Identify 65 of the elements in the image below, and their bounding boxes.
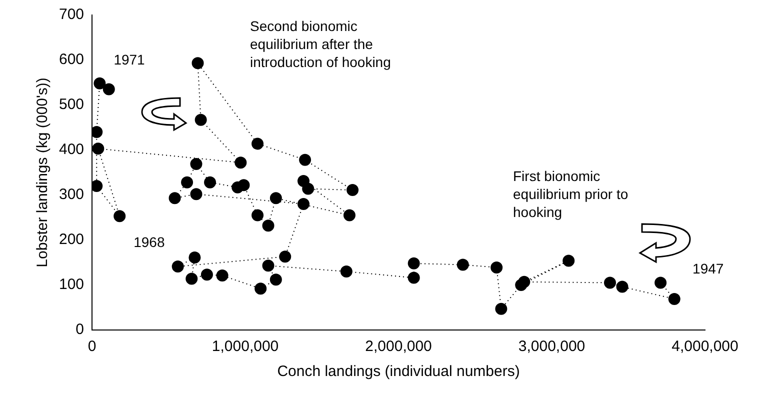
y-tick-label: 600 [58,51,84,68]
point [172,260,184,273]
point [168,192,181,204]
point [616,280,628,293]
point [408,257,420,270]
point [262,220,274,232]
point [604,276,616,289]
annotation: Second bionomic equilibrium after the introduction of hooking [250,18,391,70]
point [238,179,250,192]
point [343,209,356,222]
point [186,272,198,285]
point [234,156,247,169]
point [188,252,201,264]
x-tick-label: 2,000,000 [365,338,432,356]
x-tick-label: 1,000,000 [212,338,279,356]
x-tick-label: 4,000,000 [672,338,738,356]
point [200,268,213,281]
annotation: 1968 [134,234,165,250]
point [279,250,292,263]
point [192,57,204,70]
point [94,77,106,90]
y-tick-label: 700 [58,6,84,24]
point [190,158,202,170]
point [92,180,103,192]
y-tick-label: 500 [58,96,84,114]
y-tick-label: 400 [58,141,84,158]
y-tick-label: 200 [58,231,84,248]
point [302,182,314,195]
annotation: 1947 [692,260,724,277]
point [254,282,267,295]
point [252,209,264,222]
point [270,274,282,286]
point [252,138,264,150]
point [181,176,194,188]
point [194,114,207,126]
point [340,266,352,278]
point [408,272,420,284]
point [668,292,680,305]
point [204,176,216,188]
annotation: 1971 [114,51,146,68]
annotation: First bionomic equilibrium prior to hooking [513,168,628,220]
point [190,188,202,200]
point [114,210,126,222]
point [456,258,469,271]
point [216,270,228,282]
point [299,154,312,166]
y-axis-title: Lobster landings (kg (000's)) [34,78,52,268]
y-tick-label: 300 [58,186,84,204]
point [515,279,528,291]
point [490,261,503,274]
point [298,198,310,210]
point [654,276,667,289]
point [270,192,282,204]
point [262,260,274,272]
point [92,126,103,138]
x-tick-label: 3,000,000 [518,338,586,356]
x-tick-label: 0 [88,338,96,356]
point [562,254,575,267]
point [346,184,359,196]
point [495,302,508,315]
y-tick-label: 0 [76,321,84,338]
x-axis-title: Conch landings (individual numbers) [277,363,520,380]
point [102,83,115,96]
y-tick-label: 100 [58,276,84,294]
point [92,142,104,155]
